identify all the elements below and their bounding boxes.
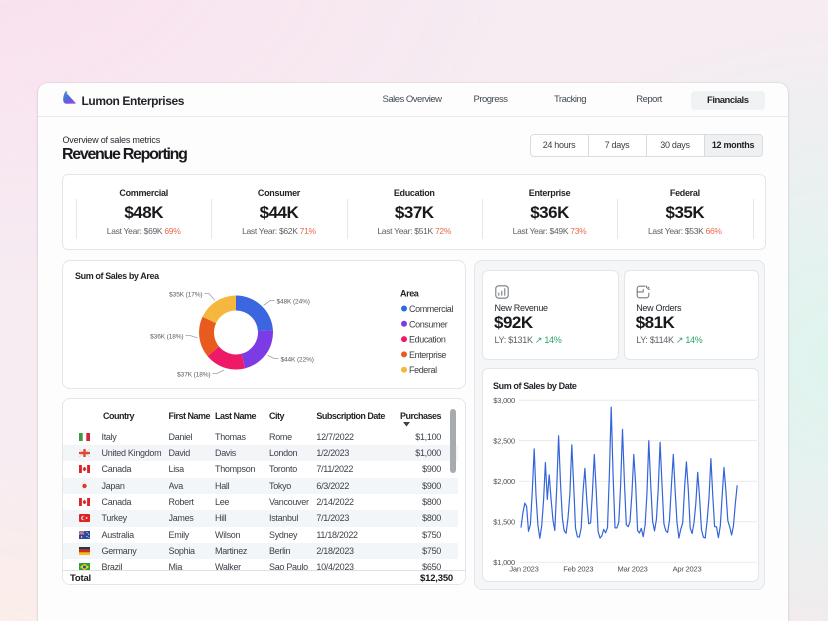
svg-text:Feb 2023: Feb 2023 [563, 565, 593, 574]
svg-text:$2,500: $2,500 [493, 436, 515, 445]
svg-text:$1,000: $1,000 [493, 558, 515, 567]
svg-text:$37K (18%): $37K (18%) [177, 371, 210, 378]
svg-text:Education: Education [409, 334, 446, 344]
svg-text:$35K (17%): $35K (17%) [169, 291, 202, 298]
svg-text:$2,000: $2,000 [493, 477, 515, 486]
svg-text:$1,500: $1,500 [493, 518, 515, 527]
svg-text:Federal: Federal [409, 365, 437, 375]
svg-text:Area: Area [400, 288, 420, 298]
svg-text:Consumer: Consumer [409, 319, 448, 329]
svg-text:Jan 2023: Jan 2023 [509, 565, 538, 574]
svg-text:Enterprise: Enterprise [409, 349, 446, 359]
svg-text:$44K (22%): $44K (22%) [281, 356, 314, 363]
svg-text:Apr 2023: Apr 2023 [673, 565, 702, 574]
svg-text:$3,000: $3,000 [493, 396, 515, 405]
svg-text:Commercial: Commercial [409, 304, 453, 314]
svg-text:$48K (24%): $48K (24%) [277, 298, 310, 305]
svg-text:Mar 2023: Mar 2023 [618, 565, 648, 574]
svg-text:$36K (18%): $36K (18%) [150, 333, 183, 340]
